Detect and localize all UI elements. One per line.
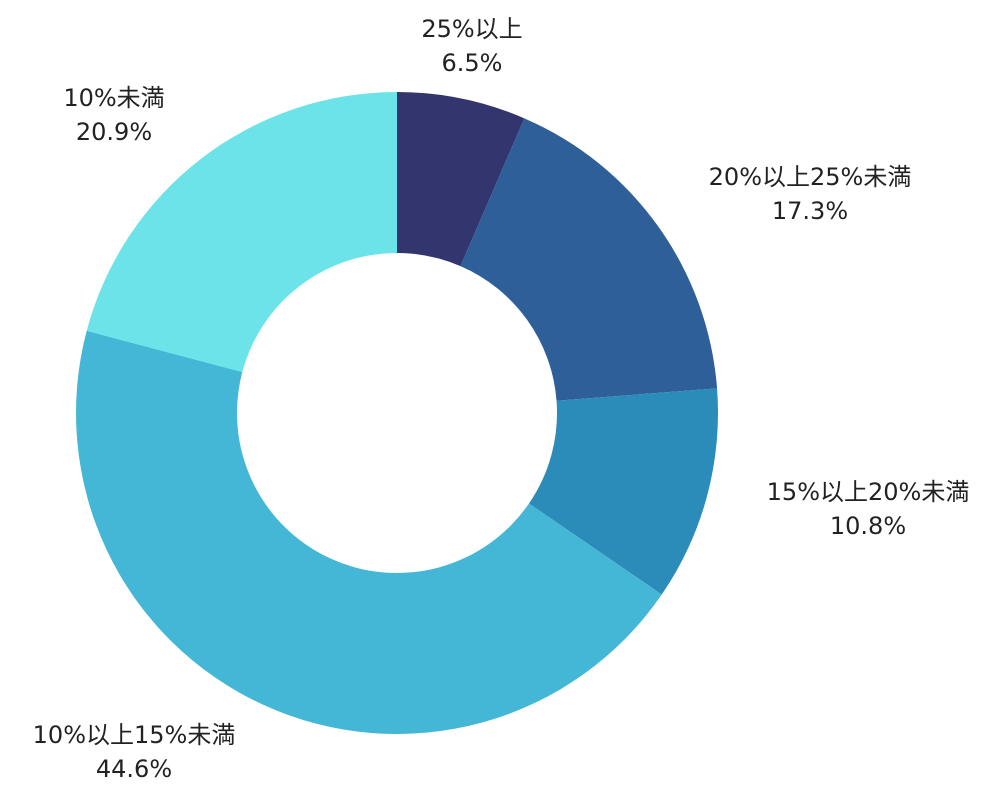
donut-slice-3 [528,388,718,595]
donut-slice-1 [397,92,525,267]
donut-slice-2 [460,118,718,401]
slices-group [75,92,718,735]
donut-slice-5 [86,92,397,373]
donut-slice-4 [75,330,662,735]
